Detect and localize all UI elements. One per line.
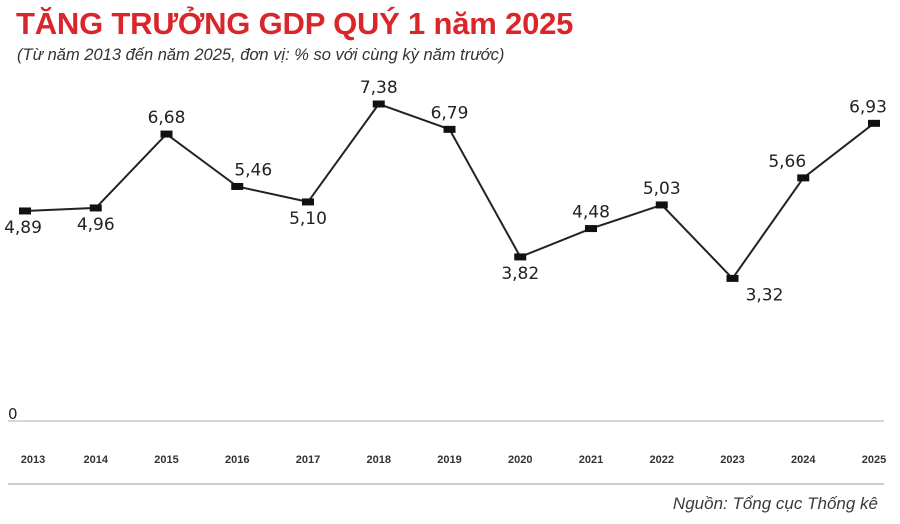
data-label: 5,03: [643, 179, 681, 199]
x-tick-label: 2020: [508, 454, 532, 466]
x-tick-label: 2015: [154, 454, 178, 466]
data-point-marker: [514, 253, 527, 261]
data-point-marker: [372, 100, 385, 108]
data-point-marker: [726, 274, 739, 282]
data-point-marker: [302, 198, 314, 206]
x-tick-label: 2017: [296, 454, 320, 466]
chart-title: TĂNG TRƯỞNG GDP QUÝ 1 năm 2025: [16, 6, 574, 41]
data-label: 4,89: [4, 218, 42, 238]
data-point-marker: [443, 125, 456, 133]
data-label: 5,46: [234, 160, 272, 180]
x-tick-label: 2025: [862, 454, 886, 466]
x-tick-label: 2019: [437, 454, 461, 466]
data-label: 6,93: [849, 97, 887, 117]
data-label: 7,38: [360, 78, 398, 98]
data-point-marker: [585, 225, 597, 233]
data-point-marker: [868, 119, 880, 127]
data-label: 5,66: [768, 152, 806, 172]
data-label: 3,32: [746, 285, 784, 305]
data-point-marker: [19, 207, 31, 215]
x-tick-label: 2023: [720, 454, 744, 466]
data-label: 4,96: [77, 215, 115, 235]
y-tick-label: 0: [8, 405, 18, 423]
data-label: 4,48: [572, 203, 610, 223]
x-tick-label: 2018: [367, 454, 391, 466]
x-tick-label: 2016: [225, 454, 249, 466]
x-tick-label: 2013: [21, 454, 45, 466]
data-label: 3,82: [501, 264, 539, 284]
chart-subtitle: (Từ năm 2013 đến năm 2025, đơn vị: % so …: [17, 46, 505, 64]
data-point-marker: [160, 130, 173, 138]
data-point-marker: [655, 201, 668, 209]
data-point-marker: [89, 204, 102, 212]
x-tick-label: 2021: [579, 454, 603, 466]
data-label: 5,10: [289, 209, 327, 229]
data-point-marker: [797, 174, 810, 182]
data-label: 6,68: [148, 108, 186, 128]
x-tick-label: 2024: [791, 454, 816, 466]
data-point-marker: [231, 182, 244, 190]
data-label: 6,79: [431, 103, 469, 123]
x-tick-label: 2022: [650, 454, 674, 466]
x-tick-label: 2014: [84, 454, 109, 466]
source-note: Nguồn: Tổng cục Thống kê: [672, 494, 878, 513]
